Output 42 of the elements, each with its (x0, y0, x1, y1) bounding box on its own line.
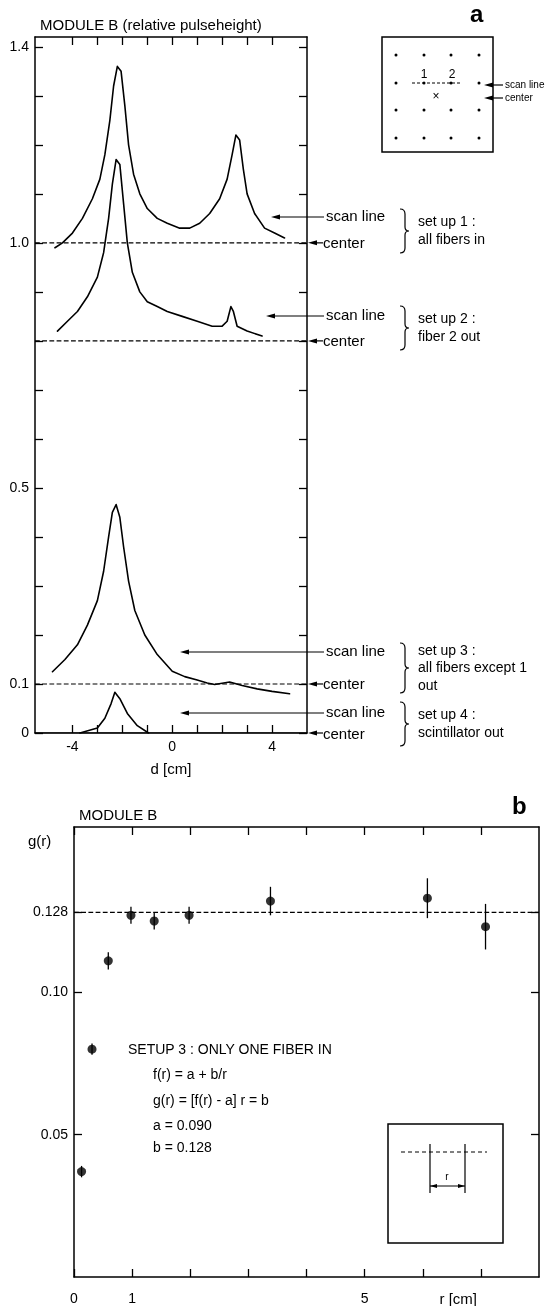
text: a (470, 0, 484, 28)
text: set up 2 : fiber 2 out (418, 309, 481, 344)
x-tick-label: 1 (128, 1289, 137, 1306)
x-axis-title: d [cm] (150, 760, 192, 777)
text: scan line (326, 305, 386, 323)
text: set up 3 : all fibers except 1 out (418, 641, 528, 693)
annotation: SETUP 3 : ONLY ONE FIBER IN (128, 1040, 332, 1057)
text: b (512, 792, 527, 820)
y-tick-label: 0.05 (40, 1125, 69, 1142)
annotation: a = 0.090 (153, 1116, 212, 1133)
text: set up 4 : scintillator out (418, 705, 504, 740)
y-tick-label: 0.10 (40, 982, 69, 999)
y-tick-label: 0.1 (9, 674, 30, 691)
ref-line-label: center (323, 234, 365, 252)
annotation: r (445, 1170, 450, 1182)
ref-line-label: center (323, 724, 365, 742)
text: scan line (326, 702, 386, 720)
y-tick-label: 1.0 (9, 233, 30, 250)
text: 1 (420, 67, 428, 82)
ref-line-label: center (323, 675, 365, 693)
annotation: b = 0.128 (153, 1138, 212, 1155)
y-tick-label: 0.5 (9, 478, 30, 495)
text: set up 1 : all fibers in (418, 212, 485, 247)
text: center (505, 91, 534, 103)
text: scan line (505, 78, 545, 90)
x-tick-label: -4 (66, 737, 79, 754)
chart-title: MODULE B (relative pulseheight) (40, 16, 262, 33)
y-tick-label: 0 (21, 723, 30, 740)
annotation: g(r) = [f(r) - a] r = b (153, 1091, 270, 1108)
x-tick-label: 4 (268, 737, 277, 754)
annotation: f(r) = a + b/r (153, 1065, 228, 1082)
y-axis-title: g(r) (28, 831, 52, 849)
text: 2 (448, 67, 456, 82)
y-tick-label: 1.4 (9, 37, 30, 54)
x-tick-label: 0 (168, 737, 177, 754)
text: scan line (326, 206, 386, 224)
y-tick-label: 0.128 (32, 903, 69, 920)
x-tick-label: 5 (360, 1289, 369, 1306)
text: scan line (326, 641, 386, 659)
chart-title: MODULE B (79, 806, 158, 823)
ref-line-label: center (323, 332, 365, 350)
text: × (432, 89, 440, 104)
